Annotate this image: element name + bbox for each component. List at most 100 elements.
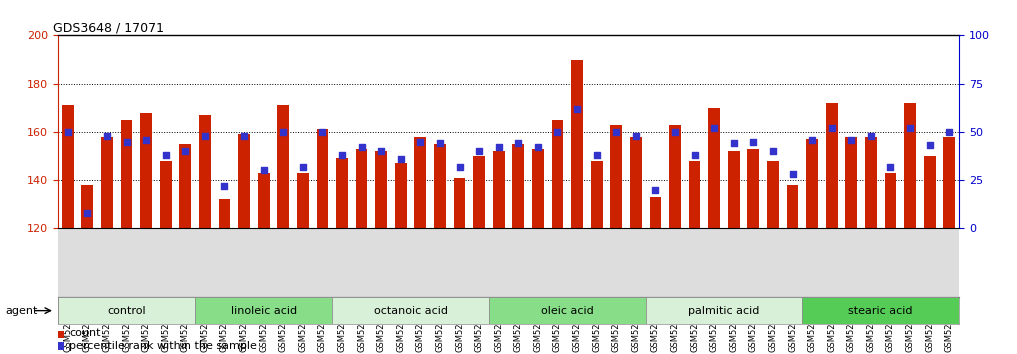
Bar <box>333 297 489 324</box>
Point <box>412 139 428 144</box>
Bar <box>728 151 739 228</box>
Bar <box>257 173 270 228</box>
Point <box>373 148 390 154</box>
Bar <box>646 297 802 324</box>
Bar <box>121 120 132 228</box>
Bar <box>58 297 195 324</box>
Bar <box>650 197 661 228</box>
Bar <box>826 103 838 228</box>
Bar <box>297 173 309 228</box>
Bar <box>885 173 896 228</box>
Point <box>490 144 506 150</box>
Bar <box>708 108 720 228</box>
Bar <box>140 113 152 228</box>
Bar <box>630 137 642 228</box>
Bar <box>944 137 955 228</box>
Point <box>784 171 800 177</box>
Bar <box>375 151 387 228</box>
Bar <box>395 163 407 228</box>
Text: palmitic acid: palmitic acid <box>689 306 760 316</box>
Point <box>725 141 741 146</box>
Bar <box>238 134 250 228</box>
Point <box>79 210 96 216</box>
Bar <box>610 125 622 228</box>
Point <box>843 137 859 142</box>
Bar <box>747 149 760 228</box>
Bar <box>278 105 289 228</box>
Bar <box>415 137 426 228</box>
Point <box>99 133 115 138</box>
Point <box>334 152 350 158</box>
Bar <box>532 149 544 228</box>
Point <box>432 141 448 146</box>
Point <box>393 156 409 162</box>
Bar <box>551 120 563 228</box>
Text: control: control <box>107 306 145 316</box>
Point <box>686 152 703 158</box>
Bar <box>493 151 504 228</box>
Bar <box>199 115 211 228</box>
Bar <box>81 185 94 228</box>
Bar <box>806 139 818 228</box>
Bar <box>767 161 779 228</box>
Point <box>921 143 938 148</box>
Point <box>236 133 252 138</box>
Point <box>354 144 370 150</box>
Text: percentile rank within the sample: percentile rank within the sample <box>69 341 257 351</box>
Text: count: count <box>69 328 101 338</box>
Point <box>118 139 134 144</box>
Bar <box>489 297 646 324</box>
Point <box>177 148 193 154</box>
Bar <box>219 199 230 228</box>
Point <box>745 139 762 144</box>
Point <box>862 133 879 138</box>
Point <box>765 148 781 154</box>
Text: GDS3648 / 17071: GDS3648 / 17071 <box>54 21 165 34</box>
Point <box>941 129 957 135</box>
Point <box>902 125 918 131</box>
Bar <box>572 59 583 228</box>
Bar <box>160 161 172 228</box>
Point <box>60 129 76 135</box>
Point <box>627 133 644 138</box>
Bar <box>845 137 857 228</box>
Bar <box>316 130 328 228</box>
Bar <box>473 156 485 228</box>
Point <box>824 125 840 131</box>
Point <box>158 152 174 158</box>
Bar <box>802 297 959 324</box>
Bar <box>434 144 445 228</box>
Point <box>452 164 468 170</box>
Point <box>667 129 683 135</box>
Point <box>804 137 821 142</box>
Point <box>471 148 487 154</box>
Point <box>549 129 565 135</box>
Text: linoleic acid: linoleic acid <box>231 306 297 316</box>
Text: oleic acid: oleic acid <box>541 306 594 316</box>
Point <box>608 129 624 135</box>
Bar <box>865 137 877 228</box>
Bar <box>591 161 602 228</box>
Bar <box>513 144 524 228</box>
Point <box>255 167 272 173</box>
Point <box>706 125 722 131</box>
Bar <box>62 105 73 228</box>
Bar <box>689 161 701 228</box>
Point <box>511 141 527 146</box>
Point <box>589 152 605 158</box>
Point <box>217 183 233 189</box>
Point <box>138 137 155 142</box>
Text: octanoic acid: octanoic acid <box>373 306 447 316</box>
Point <box>530 144 546 150</box>
Point <box>314 129 331 135</box>
Bar <box>787 185 798 228</box>
Bar <box>195 297 333 324</box>
Text: stearic acid: stearic acid <box>848 306 913 316</box>
Bar <box>669 125 680 228</box>
Bar <box>101 137 113 228</box>
Point <box>569 106 585 112</box>
Bar <box>454 178 466 228</box>
Point <box>647 187 663 193</box>
Bar <box>923 156 936 228</box>
Bar <box>904 103 916 228</box>
